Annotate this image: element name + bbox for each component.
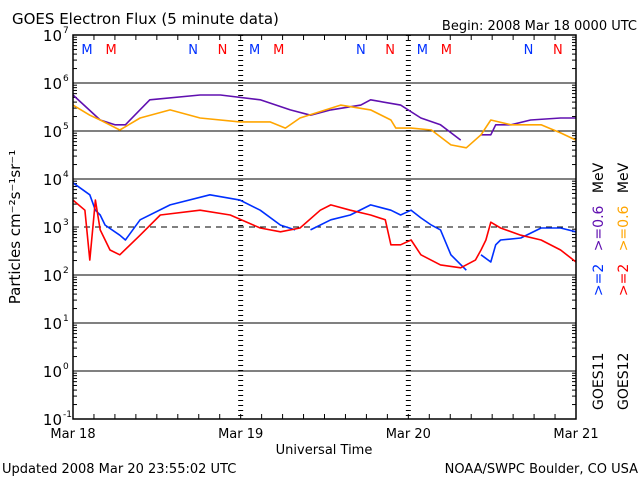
legend-goes11-e2: >=2 <box>591 264 607 296</box>
legend: GOES11 >=2 >=0.6 MeV GOES12 >=2 >=0.6 Me… <box>591 162 632 410</box>
event-markers: M M MM M MN N NN N N <box>81 43 562 58</box>
chart-title: GOES Electron Flux (5 minute data) <box>12 10 279 28</box>
event-marker: N <box>524 43 534 58</box>
y-tick-label: 10 <box>43 75 62 93</box>
y-tick-exponent: 5 <box>63 122 69 132</box>
y-tick-exponent: 0 <box>63 362 69 372</box>
y-tick-label: 10 <box>43 315 62 333</box>
series-line-1 <box>72 104 577 149</box>
legend-goes12-e2: >=2 <box>616 264 632 296</box>
event-marker: M <box>81 43 92 58</box>
gridlines <box>73 82 576 372</box>
legend-goes12-sat: GOES12 <box>616 353 632 410</box>
plot-frame <box>72 34 577 420</box>
x-axis-title: Universal Time <box>276 443 373 458</box>
y-tick-label: 10 <box>43 267 62 285</box>
event-marker: N <box>553 43 563 58</box>
event-marker: M <box>441 43 452 58</box>
x-tick-label: Mar 18 <box>50 427 95 442</box>
x-tick-label: Mar 19 <box>218 427 263 442</box>
event-marker: N <box>218 43 228 58</box>
y-tick-exponent: -1 <box>63 410 72 420</box>
event-marker: M <box>417 43 428 58</box>
y-tick-exponent: 4 <box>63 170 69 180</box>
legend-goes12-unit: MeV <box>616 162 632 193</box>
series-line-0 <box>72 94 576 141</box>
series-layer <box>72 94 577 271</box>
legend-goes12-e06: >=0.6 <box>616 205 632 251</box>
y-tick-label: 10 <box>43 27 62 45</box>
series-line-3 <box>72 199 577 269</box>
svg-text:GOES12 >=2 >=0.6: GOES12 >=2 >=0.6 MeV <box>616 162 632 410</box>
event-marker: N <box>356 43 366 58</box>
legend-goes11-unit: MeV <box>591 162 607 193</box>
begin-label: Begin: 2008 Mar 18 0000 UTC <box>442 19 637 34</box>
y-tick-label: 10 <box>43 171 62 189</box>
x-axis-tick-labels: Mar 18 Mar 19 Mar 20 Mar 21 <box>50 427 598 442</box>
x-tick-label: Mar 21 <box>553 427 598 442</box>
y-tick-label: 10 <box>43 123 62 141</box>
data-source: NOAA/SWPC Boulder, CO USA <box>445 462 638 477</box>
svg-text:GOES11 >=2 >=0.6: GOES11 >=2 >=0.6 MeV <box>591 162 607 410</box>
event-marker: M <box>249 43 260 58</box>
y-tick-exponent: 7 <box>63 26 69 36</box>
y-tick-label: 10 <box>43 411 62 429</box>
x-tick-label: Mar 20 <box>386 427 431 442</box>
event-marker: N <box>385 43 395 58</box>
legend-goes11-sat: GOES11 <box>591 353 607 410</box>
legend-goes11-e06: >=0.6 <box>591 205 607 251</box>
y-tick-label: 10 <box>43 363 62 381</box>
y-tick-exponent: 6 <box>63 74 69 84</box>
event-marker: N <box>188 43 198 58</box>
y-tick-exponent: 3 <box>63 218 69 228</box>
event-marker: M <box>273 43 284 58</box>
y-tick-exponent: 1 <box>63 314 69 324</box>
series-line-2 <box>72 182 577 271</box>
updated-timestamp: Updated 2008 Mar 20 23:55:02 UTC <box>2 462 236 477</box>
y-tick-label: 10 <box>43 219 62 237</box>
y-tick-exponent: 2 <box>63 266 69 276</box>
y-axis-title: Particles cm⁻²s⁻¹sr⁻¹ <box>6 150 24 304</box>
event-marker: M <box>105 43 116 58</box>
